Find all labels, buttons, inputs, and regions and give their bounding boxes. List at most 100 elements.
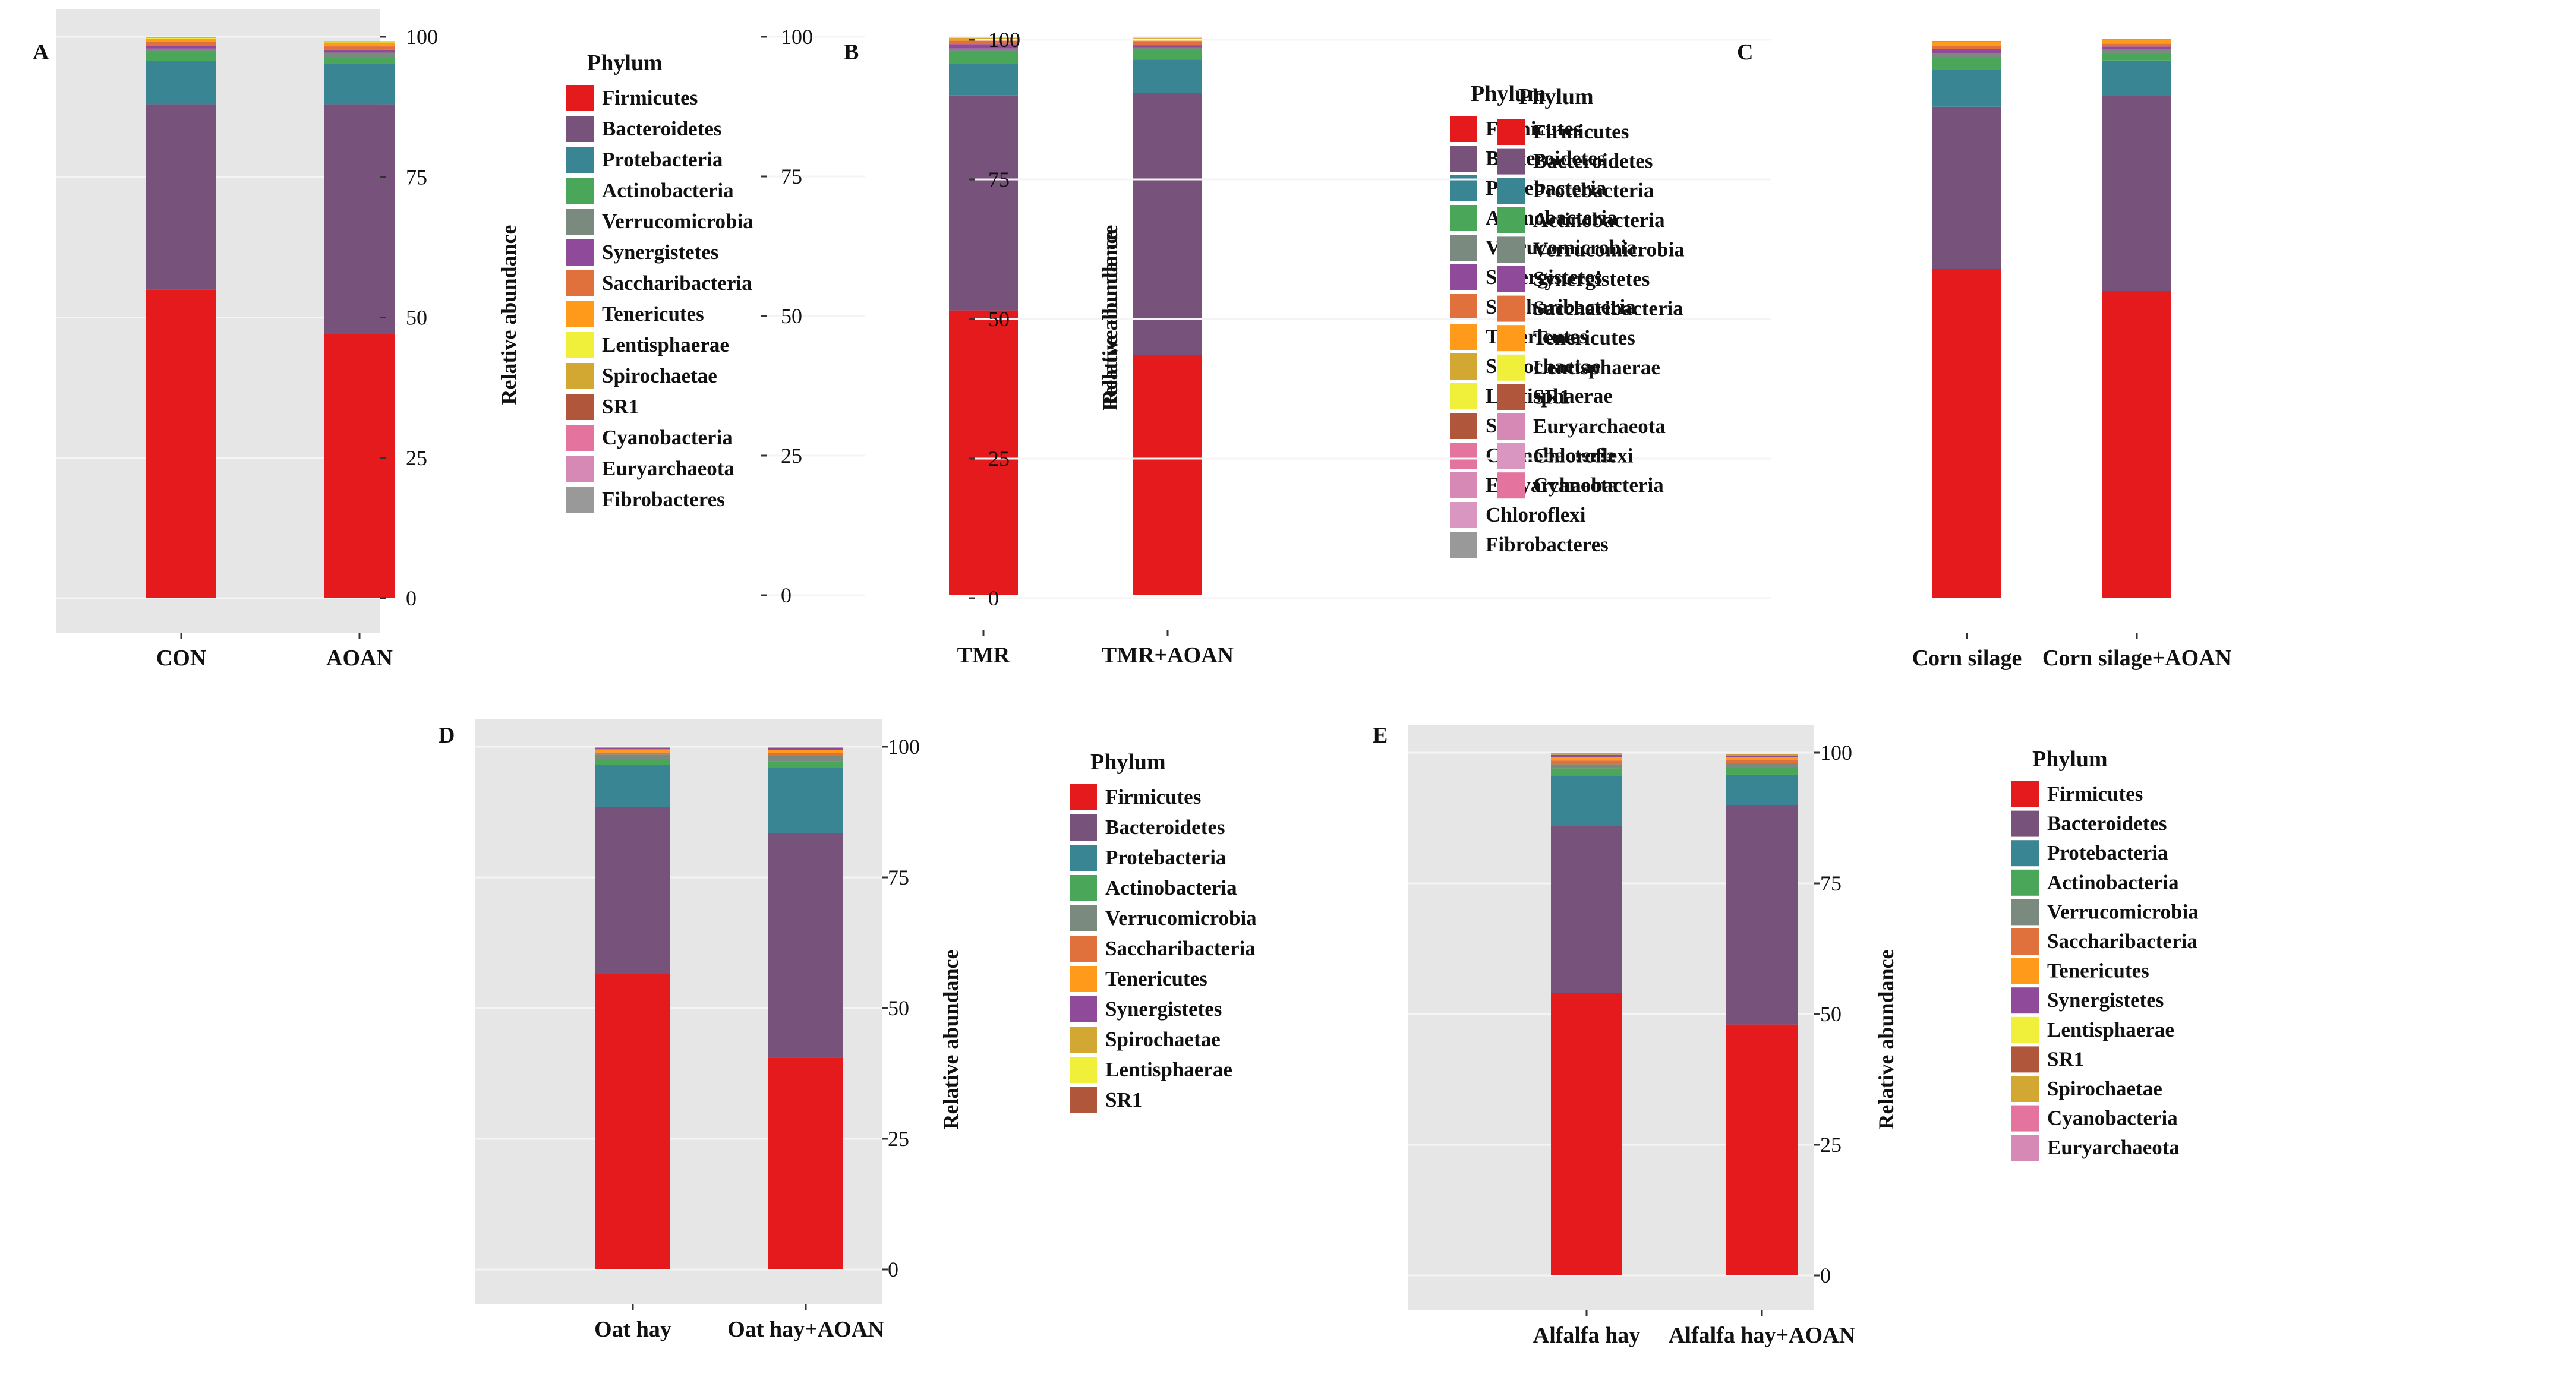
legend-swatch-synergistetes [566,239,594,266]
legend-swatch-saccharibacteria [1450,294,1477,320]
y-axis-label: Relative abundance [1098,230,1122,410]
x-label-tmr-aoan: TMR+AOAN [1102,643,1234,668]
legend-swatch-sr1 [2011,1046,2039,1073]
x-label-aoan: AOAN [326,646,393,671]
legend-label-firmicutes: Firmicutes [1105,785,1201,808]
bar-e-alfalfa-hay-aoan-tenericutes [1726,757,1798,760]
y-tick-label-50: 50 [988,307,1010,331]
chart-e: E Alfalfa hay Alfalfa hay+AOAN 0 25 50 75 100 Re… [1373,723,2199,1348]
bar-e-alfalfa-hay-aoan-saccharibacteria [1726,760,1798,763]
legend-swatch-tenericutes [2011,958,2039,984]
legend-swatch-bacteroidetes [1070,814,1097,841]
panel-letter: A [33,40,49,65]
bar-e-alfalfa-hay-euryarchaeota [1551,753,1622,754]
chart-panel-c: C Corn silage Corn silage+AOAN 0 25 50 75 100 Re… [969,28,2567,713]
legend-label-fibrobacteres: Fibrobacteres [602,488,725,511]
legend-swatch-lentisphaerae [1070,1057,1097,1083]
legend-label-sr1: SR1 [602,395,639,418]
bar-c-corn-silage-saccharibacteria [1932,46,2001,49]
y-tick-label-50: 50 [406,306,427,330]
bar-e-alfalfa-hay-aoan-sr1 [1726,754,1798,755]
legend-label-spirochaetae: Spirochaetae [602,364,717,387]
x-label-alfalfa-hay-aoan: Alfalfa hay+AOAN [1669,1323,1855,1348]
bar-d-oat-hay-aoan-synergistetes [768,747,843,750]
bar-b-tmr-aoan-saccharibacteria [1133,41,1202,46]
bar-c-corn-silage-synergistetes [1932,49,2001,53]
legend-swatch-bacteroidetes [566,116,594,142]
legend-swatch-tenericutes [1450,324,1477,350]
y-tick-label-25: 25 [988,447,1010,470]
legend-label-lentisphaerae: Lentisphaerae [2047,1018,2174,1041]
bar-a-con-verrucomicrobia [146,48,216,52]
y-tick-label-0: 0 [406,586,417,610]
legend-label-spirochaetae: Spirochaetae [2047,1077,2162,1100]
legend-swatch-protebacteria [1497,178,1525,204]
legend-swatch-actinobacteria [1497,207,1525,233]
chart-d: D Oat hay Oat hay+AOAN 0 25 50 75 100 Relative a… [439,719,1257,1342]
bar-e-alfalfa-hay-tenericutes [1551,757,1622,761]
y-tick-label-100: 100 [988,28,1020,52]
bar-b-tmr-aoan-protebacteria [1133,59,1202,93]
bar-c-corn-silage-protebacteria [1932,70,2001,107]
bar-a-con-firmicutes [146,289,216,598]
legend-swatch-verrucomicrobia [1497,236,1525,263]
y-tick-label-0: 0 [781,583,792,607]
bar-e-alfalfa-hay-aoan-synergistetes [1726,755,1798,757]
legend-label-protebacteria: Protebacteria [602,148,723,171]
bar-b-tmr-firmicutes [949,310,1018,595]
panel-letter: E [1373,723,1388,748]
legend-swatch-fibrobacteres [566,487,594,513]
legend-label-saccharibacteria: Saccharibacteria [2047,930,2197,953]
legend-label-verrucomicrobia: Verrucomicrobia [1533,238,1685,261]
bar-c-corn-silage-aoan-actinobacteria [2102,53,2171,61]
chart-panel-e: E Alfalfa hay Alfalfa hay+AOAN 0 25 50 75 100 Re… [1361,713,2252,1390]
legend-swatch-bacteroidetes [1497,148,1525,175]
y-tick-label-75: 75 [1820,871,1842,895]
legend-swatch-sr1 [1070,1087,1097,1113]
legend-swatch-firmicutes [1450,116,1477,142]
y-tick-label-100: 100 [406,25,438,49]
bar-e-alfalfa-hay-protebacteria [1551,776,1622,826]
bar-c-corn-silage-firmicutes [1932,269,2001,598]
legend-title: Phylum [587,50,663,75]
legend-swatch-verrucomicrobia [1450,235,1477,261]
bar-b-tmr-saccharibacteria [949,40,1018,45]
bar-e-alfalfa-hay-aoan-actinobacteria [1726,768,1798,775]
bar-c-corn-silage-actinobacteria [1932,58,2001,70]
legend-swatch-verrucomicrobia [1070,905,1097,931]
legend-swatch-lentisphaerae [1497,354,1525,381]
legend-label-bacteroidetes: Bacteroidetes [602,117,722,140]
bar-e-alfalfa-hay-bacteroidetes [1551,826,1622,993]
bar-d-oat-hay-firmicutes [595,974,670,1269]
legend-swatch-saccharibacteria [566,270,594,296]
bar-d-oat-hay-aoan-bacteroidetes [768,833,843,1058]
bar-e-alfalfa-hay-verrucomicrobia [1551,764,1622,769]
bar-b-tmr-lentisphaerae [949,37,1018,38]
legend-label-chloroflexi: Chloroflexi [1533,444,1634,468]
bar-b-tmr-spirochaetae [949,37,1018,39]
chart-c: C Corn silage Corn silage+AOAN 0 25 50 75 100 Re… [969,28,2231,671]
legend-label-synergistetes: Synergistetes [1533,267,1650,290]
bar-a-aoan-spirochaetae [324,42,395,43]
bar-d-oat-hay-aoan-verrucomicrobia [768,756,843,762]
bar-a-con-protebacteria [146,61,216,105]
legend-swatch-bacteroidetes [2011,810,2039,837]
legend-swatch-spirochaetae [1450,353,1477,380]
legend-label-verrucomicrobia: Verrucomicrobia [1105,907,1257,930]
legend-label-actinobacteria: Actinobacteria [1105,876,1237,899]
bar-e-alfalfa-hay-aoan-verrucomicrobia [1726,763,1798,768]
legend-label-cyanobacteria: Cyanobacteria [1533,473,1664,497]
legend-label-saccharibacteria: Saccharibacteria [1105,937,1256,960]
y-axis-label: Relative abundance [497,225,521,405]
bar-d-oat-hay-spirochaetae [595,747,670,748]
legend-swatch-cyanobacteria [1450,443,1477,469]
x-label-alfalfa-hay: Alfalfa hay [1533,1323,1641,1348]
bar-c-corn-silage-aoan-tenericutes [2102,40,2171,44]
y-tick-label-0: 0 [888,1258,898,1281]
panel-letter: C [1737,40,1753,65]
legend-label-euryarchaeota: Euryarchaeota [2047,1136,2180,1159]
y-axis-label: Relative abundance [1098,225,1122,405]
bar-b-tmr-aoan-firmicutes [1133,355,1202,595]
x-label-tmr: TMR [957,643,1010,668]
bar-b-tmr-aoan-synergistetes [1133,45,1202,48]
